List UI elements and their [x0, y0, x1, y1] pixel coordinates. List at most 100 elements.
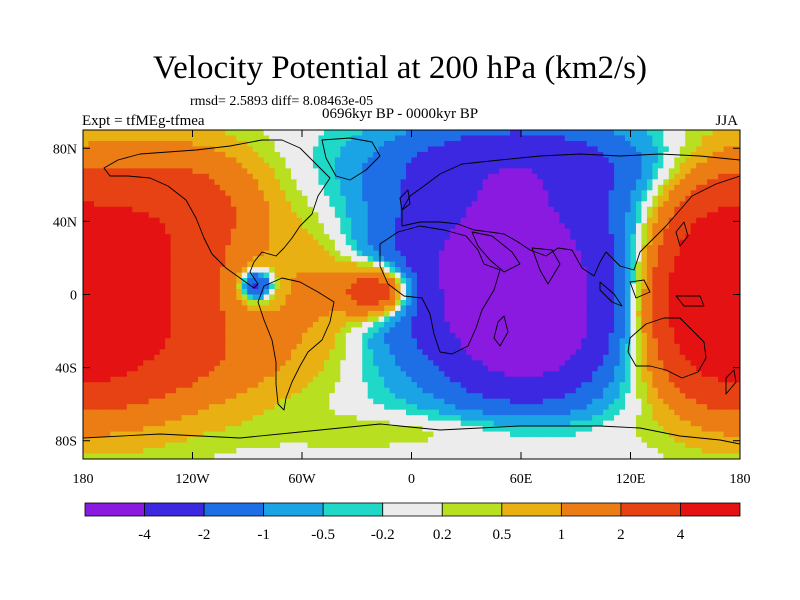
- field-cell: [148, 261, 155, 268]
- field-cell: [521, 190, 528, 197]
- field-cell: [99, 190, 106, 197]
- field-cell: [400, 157, 407, 164]
- field-cell: [537, 201, 544, 208]
- field-cell: [110, 130, 117, 137]
- field-cell: [471, 179, 478, 186]
- field-cell: [280, 195, 287, 202]
- field-cell: [575, 250, 582, 257]
- field-cell: [641, 299, 648, 307]
- field-cell: [93, 223, 101, 230]
- field-cell: [159, 217, 166, 224]
- field-cell: [690, 223, 697, 230]
- field-cell: [537, 289, 544, 296]
- field-cell: [143, 146, 150, 153]
- field-cell: [367, 184, 374, 191]
- field-cell: [367, 140, 374, 148]
- field-cell: [296, 349, 303, 356]
- field-cell: [214, 135, 221, 142]
- field-cell: [542, 234, 549, 241]
- field-cell: [542, 327, 549, 334]
- field-cell: [553, 217, 560, 224]
- field-cell: [614, 195, 621, 202]
- field-cell: [482, 256, 489, 263]
- field-cell: [274, 289, 281, 296]
- field-cell: [389, 239, 396, 246]
- field-cell: [444, 289, 451, 296]
- field-cell: [126, 278, 133, 285]
- field-cell: [373, 245, 380, 252]
- field-cell: [548, 157, 555, 164]
- field-cell: [83, 239, 90, 246]
- field-cell: [559, 168, 566, 175]
- field-cell: [121, 228, 128, 235]
- field-cell: [438, 250, 445, 257]
- field-cell: [542, 283, 549, 290]
- field-cell: [696, 234, 703, 241]
- field-cell: [471, 151, 478, 159]
- field-cell: [181, 283, 188, 290]
- field-cell: [307, 327, 314, 334]
- field-cell: [236, 135, 243, 142]
- field-cell: [707, 289, 714, 296]
- field-cell: [302, 146, 309, 153]
- field-cell: [657, 201, 664, 208]
- field-cell: [712, 168, 719, 175]
- field-cell: [625, 217, 632, 224]
- field-cell: [236, 201, 243, 208]
- field-cell: [154, 135, 161, 142]
- field-cell: [115, 278, 122, 285]
- field-cell: [214, 201, 221, 208]
- field-cell: [614, 228, 621, 235]
- field-cell: [132, 267, 139, 274]
- field-cell: [230, 294, 237, 301]
- field-cell: [110, 146, 117, 153]
- field-cell: [608, 157, 615, 164]
- field-cell: [225, 272, 232, 279]
- field-cell: [203, 162, 210, 169]
- field-cell: [318, 343, 325, 350]
- field-cell: [406, 321, 413, 328]
- field-cell: [395, 338, 402, 345]
- field-cell: [592, 168, 599, 175]
- field-cell: [362, 239, 369, 246]
- field-cell: [373, 212, 380, 219]
- field-cell: [285, 338, 292, 345]
- field-cell: [132, 201, 139, 208]
- field-cell: [422, 130, 429, 137]
- field-cell: [646, 278, 653, 285]
- field-cell: [154, 206, 161, 213]
- field-cell: [515, 151, 522, 159]
- field-cell: [734, 168, 740, 175]
- field-cell: [608, 190, 615, 197]
- field-cell: [187, 223, 194, 230]
- field-cell: [143, 278, 150, 285]
- field-cell: [312, 354, 320, 361]
- field-cell: [345, 239, 352, 246]
- field-cell: [668, 267, 675, 274]
- field-cell: [302, 162, 309, 169]
- field-cell: [225, 201, 232, 208]
- field-cell: [488, 130, 495, 137]
- field-cell: [192, 206, 199, 213]
- field-cell: [280, 343, 287, 350]
- field-cell: [312, 349, 320, 356]
- field-cell: [285, 184, 292, 191]
- field-cell: [351, 250, 358, 257]
- field-cell: [121, 316, 128, 323]
- field-cell: [269, 272, 276, 279]
- field-cell: [176, 338, 183, 345]
- field-cell: [356, 239, 363, 246]
- field-cell: [362, 184, 369, 191]
- field-cell: [165, 289, 172, 296]
- field-cell: [460, 305, 467, 312]
- field-cell: [148, 190, 155, 197]
- field-cell: [471, 343, 478, 350]
- field-cell: [219, 162, 226, 169]
- field-cell: [208, 332, 215, 339]
- field-cell: [378, 332, 385, 339]
- field-cell: [592, 316, 599, 323]
- field-cell: [422, 310, 429, 318]
- field-cell: [351, 294, 358, 301]
- field-cell: [455, 349, 462, 356]
- field-cell: [521, 278, 528, 285]
